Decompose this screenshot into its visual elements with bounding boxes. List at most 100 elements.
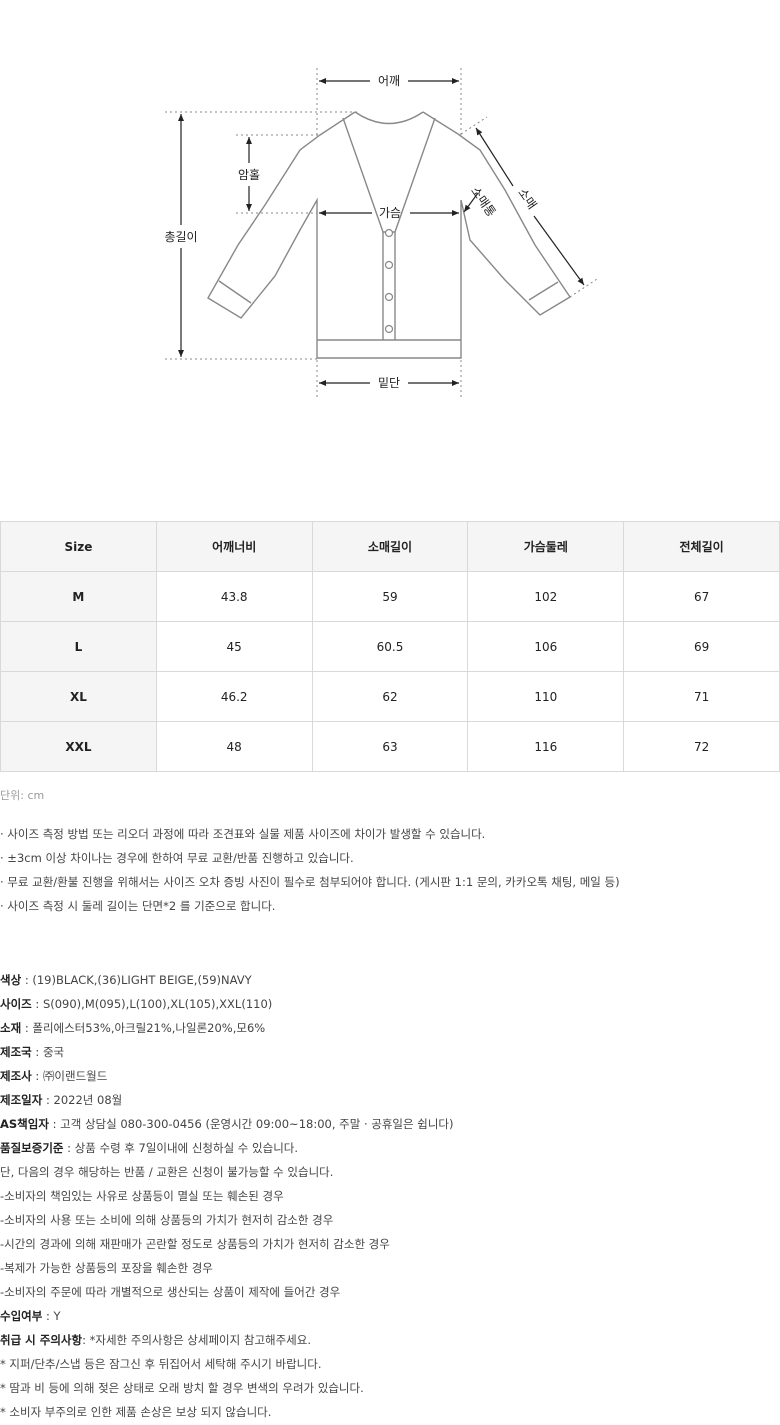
info-line: * 땀과 비 등에 의해 젖은 상태로 오래 방치 할 경우 변색의 우려가 있… xyxy=(0,1376,780,1400)
size-table-header-cell: 전체길이 xyxy=(623,521,780,572)
info-value: * 땀과 비 등에 의해 젖은 상태로 오래 방치 할 경우 변색의 우려가 있… xyxy=(0,1381,364,1395)
table-cell: 43.8 xyxy=(155,571,313,622)
info-sep: : xyxy=(31,1045,43,1059)
table-cell: 106 xyxy=(467,621,625,672)
info-sep: : xyxy=(21,1021,33,1035)
info-line: 단, 다음의 경우 해당하는 반품 / 교환은 신청이 불가능할 수 있습니다. xyxy=(0,1160,780,1184)
table-row: M 43.8 59 102 67 xyxy=(0,571,780,622)
info-label: 소재 xyxy=(0,1021,22,1035)
note-item: · ±3cm 이상 차이나는 경우에 한하여 무료 교환/반품 진행하고 있습니… xyxy=(0,851,354,865)
table-cell: 67 xyxy=(623,571,780,622)
info-value: * 지퍼/단추/스냅 등은 잠그신 후 뒤집어서 세탁해 주시기 바랍니다. xyxy=(0,1357,322,1371)
label-shoulder: 어깨 xyxy=(378,74,400,88)
size-table-header-cell: Size xyxy=(0,521,157,572)
info-label: AS책임자 xyxy=(0,1117,49,1131)
info-label: 제조국 xyxy=(0,1045,32,1059)
info-line: AS책임자 : 고객 상담실 080-300-0456 (운영시간 09:00~… xyxy=(0,1112,780,1136)
label-sleeve-width: 소매통 xyxy=(468,184,498,219)
info-line: 제조사 : ㈜이랜드월드 xyxy=(0,1064,780,1088)
info-line: * 지퍼/단추/스냅 등은 잠그신 후 뒤집어서 세탁해 주시기 바랍니다. xyxy=(0,1352,780,1376)
info-line: -시간의 경과에 의해 재판매가 곤란할 정도로 상품등의 가치가 현저히 감소… xyxy=(0,1232,780,1256)
table-cell: 46.2 xyxy=(155,671,313,722)
info-value: *자세한 주의사항은 상세페이지 참고해주세요. xyxy=(89,1333,311,1347)
info-line: -복제가 가능한 상품등의 포장을 훼손한 경우 xyxy=(0,1256,780,1280)
table-cell: 69 xyxy=(623,621,780,672)
note-item: · 사이즈 측정 시 둘레 길이는 단면*2 를 기준으로 합니다. xyxy=(0,899,276,913)
info-label: 제조사 xyxy=(0,1069,32,1083)
size-label-cell: XL xyxy=(0,671,157,722)
info-sep: : xyxy=(82,1333,90,1347)
info-value: 폴리에스터53%,아크릴21%,나일론20%,모6% xyxy=(32,1021,266,1035)
measurement-notes: · 사이즈 측정 방법 또는 리오더 과정에 따라 조견표와 실물 제품 사이즈… xyxy=(0,823,780,919)
info-value: ㈜이랜드월드 xyxy=(42,1069,108,1083)
table-cell: 71 xyxy=(623,671,780,722)
info-value: Y xyxy=(53,1309,61,1323)
info-value: -소비자의 사용 또는 소비에 의해 상품등의 가치가 현저히 감소한 경우 xyxy=(0,1213,334,1227)
size-label-cell: M xyxy=(0,571,157,622)
unit-note: 단위: cm xyxy=(0,789,45,802)
info-line: 제조일자 : 2022년 08월 xyxy=(0,1088,780,1112)
note-item: · 사이즈 측정 방법 또는 리오더 과정에 따라 조견표와 실물 제품 사이즈… xyxy=(0,827,486,841)
info-line: -소비자의 책임있는 사유로 상품등이 멸실 또는 훼손된 경우 xyxy=(0,1184,780,1208)
info-line: 색상 : (19)BLACK,(36)LIGHT BEIGE,(59)NAVY xyxy=(0,968,780,992)
table-cell: 60.5 xyxy=(311,621,469,672)
table-cell: 45 xyxy=(155,621,313,672)
table-cell: 62 xyxy=(311,671,469,722)
info-line: 품질보증기준 : 상품 수령 후 7일이내에 신청하실 수 있습니다. xyxy=(0,1136,780,1160)
info-value: 중국 xyxy=(42,1045,65,1059)
label-chest: 가슴 xyxy=(379,206,401,220)
info-value: -시간의 경과에 의해 재판매가 곤란할 정도로 상품등의 가치가 현저히 감소… xyxy=(0,1237,390,1251)
guide-lines xyxy=(165,68,598,400)
dimension-arrows xyxy=(178,78,585,386)
info-line: 제조국 : 중국 xyxy=(0,1040,780,1064)
table-cell: 63 xyxy=(311,721,469,772)
table-row: XXL 48 63 116 72 xyxy=(0,721,780,772)
size-label-cell: L xyxy=(0,621,157,672)
table-cell: 116 xyxy=(467,721,625,772)
info-value: (19)BLACK,(36)LIGHT BEIGE,(59)NAVY xyxy=(32,973,252,987)
info-label: 제조일자 xyxy=(0,1093,43,1107)
table-row: L 45 60.5 106 69 xyxy=(0,621,780,672)
cardigan-buttons xyxy=(384,228,394,334)
info-line: -소비자의 주문에 따라 개별적으로 생산되는 상품이 제작에 들어간 경우 xyxy=(0,1280,780,1304)
info-sep: : xyxy=(63,1141,75,1155)
info-sep: : xyxy=(42,1093,54,1107)
info-sep: : xyxy=(31,997,43,1011)
info-value: * 소비자 부주의로 인한 제품 손상은 보상 되지 않습니다. xyxy=(0,1405,272,1419)
label-armhole: 암홀 xyxy=(238,168,260,182)
info-value: 고객 상담실 080-300-0456 (운영시간 09:00~18:00, 주… xyxy=(60,1117,454,1131)
info-sep: : xyxy=(21,973,33,987)
info-value: 2022년 08월 xyxy=(53,1093,123,1107)
note-item: · 무료 교환/환불 진행을 위해서는 사이즈 오차 증빙 사진이 필수로 첨부… xyxy=(0,875,620,889)
info-label: 색상 xyxy=(0,973,22,987)
size-label-cell: XXL xyxy=(0,721,157,772)
table-cell: 110 xyxy=(467,671,625,722)
info-line: 수입여부 : Y xyxy=(0,1304,780,1328)
info-line: * 소비자 부주의로 인한 제품 손상은 보상 되지 않습니다. xyxy=(0,1400,780,1424)
label-total-length: 총길이 xyxy=(164,230,197,244)
info-value: -복제가 가능한 상품등의 포장을 훼손한 경우 xyxy=(0,1261,213,1275)
info-value: 단, 다음의 경우 해당하는 반품 / 교환은 신청이 불가능할 수 있습니다. xyxy=(0,1165,334,1179)
table-row: XL 46.2 62 110 71 xyxy=(0,671,780,722)
info-sep: : xyxy=(48,1117,61,1131)
info-value: -소비자의 주문에 따라 개별적으로 생산되는 상품이 제작에 들어간 경우 xyxy=(0,1285,341,1299)
info-value: 상품 수령 후 7일이내에 신청하실 수 있습니다. xyxy=(74,1141,299,1155)
info-sep: : xyxy=(42,1309,54,1323)
size-table-header: Size 어깨너비 소매길이 가슴둘레 전체길이 xyxy=(0,521,780,572)
label-hem: 밑단 xyxy=(378,376,400,390)
cardigan-measurement-diagram: 어깨 총길이 암홀 가슴 밑단 소매 소매통 xyxy=(164,68,598,400)
product-info: 색상 : (19)BLACK,(36)LIGHT BEIGE,(59)NAVY … xyxy=(0,968,780,1424)
info-line: 사이즈 : S(090),M(095),L(100),XL(105),XXL(1… xyxy=(0,992,780,1016)
table-cell: 72 xyxy=(623,721,780,772)
info-label: 취급 시 주의사항 xyxy=(0,1333,83,1347)
table-cell: 102 xyxy=(467,571,625,622)
info-line: -소비자의 사용 또는 소비에 의해 상품등의 가치가 현저히 감소한 경우 xyxy=(0,1208,780,1232)
size-table-header-cell: 소매길이 xyxy=(311,521,469,572)
table-cell: 59 xyxy=(311,571,469,622)
info-label: 수입여부 xyxy=(0,1309,43,1323)
size-table: Size 어깨너비 소매길이 가슴둘레 전체길이 M 43.8 59 102 6… xyxy=(0,521,780,772)
info-value: -소비자의 책임있는 사유로 상품등이 멸실 또는 훼손된 경우 xyxy=(0,1189,284,1203)
label-sleeve: 소매 xyxy=(515,186,539,212)
info-sep: : xyxy=(31,1069,43,1083)
size-table-header-cell: 어깨너비 xyxy=(155,521,313,572)
